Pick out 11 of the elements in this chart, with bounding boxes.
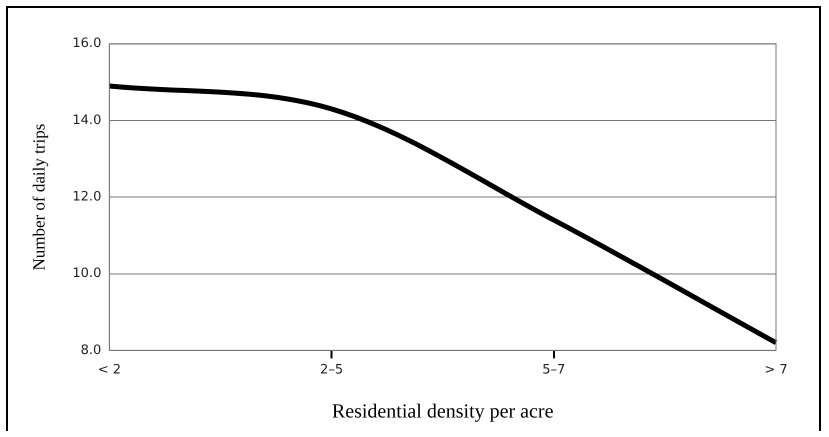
y-tick-label: 8.0	[80, 342, 102, 358]
x-axis-title: Residential density per acre	[332, 400, 554, 422]
y-tick-label: 14.0	[72, 112, 102, 128]
y-tick-label: 16.0	[72, 36, 102, 52]
y-tick-label: 12.0	[72, 189, 102, 204]
x-tick-label: < 2	[98, 362, 121, 378]
x-tick-label: 2–5	[320, 362, 344, 378]
x-tick-label: > 7	[764, 362, 788, 378]
y-axis-title: Number of daily trips	[30, 124, 49, 271]
x-tick-label: 5–7	[542, 362, 566, 378]
y-tick-label: 10.0	[72, 266, 102, 282]
